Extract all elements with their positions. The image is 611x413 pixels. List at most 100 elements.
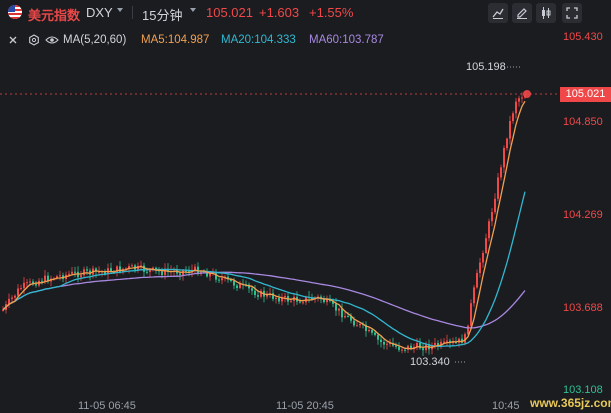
candle-style-button[interactable] [536,3,556,23]
candle-body [422,348,424,351]
candle-body [161,271,163,276]
high-annotation: 105.198 [466,61,506,73]
candle-body [290,300,292,302]
candle-body [404,349,406,351]
candle-body [377,334,379,340]
candle-body [35,284,37,286]
ma60-value: MA60:103.787 [309,34,384,46]
candle-body [146,271,148,273]
candle-body [323,299,325,303]
candle-body [23,282,25,289]
candle-body [356,325,358,327]
candle-body [260,290,262,297]
header-bar: 美元指数 DXY 15分钟 105.021 +1.603 +1.55% [0,0,611,26]
y-tick-label: 104.269 [563,209,603,221]
ma20-value: MA20:104.333 [221,34,296,46]
candle-body [380,339,382,342]
candle-body [479,262,481,273]
candle-body [515,101,517,114]
low-annotation: 103.340 [410,356,450,368]
candle-body [491,212,493,222]
visibility-icon[interactable] [45,34,59,46]
candle-body [26,282,28,284]
candle-body [467,325,469,335]
candle-body [332,301,334,304]
candle-body [311,297,313,300]
candle-body [353,320,355,326]
x-tick-label: 11-05 06:45 [78,400,136,412]
symbol-dropdown-icon[interactable] [117,8,123,12]
candle-body [56,276,58,279]
candle-body [125,268,127,270]
candle-body [95,268,97,272]
candle-body [236,285,238,289]
indicator-name[interactable]: MA(5,20,60) [63,34,127,46]
candle-body [119,266,121,272]
candle-body [32,281,34,285]
candle-body [341,308,343,318]
candle-body [209,273,211,277]
candle-body [485,238,487,253]
candle-body [374,332,376,335]
candle-body [8,298,10,305]
candle-body [344,316,346,318]
candle-body [497,177,499,199]
candle-body [440,341,442,347]
edit-button[interactable] [512,3,532,23]
candle-body [506,138,508,148]
candle-body [326,298,328,303]
candle-body [416,343,418,348]
candle-body [248,284,250,289]
candle-body [185,270,187,272]
symbol-name[interactable]: 美元指数 [28,8,81,23]
candle-body [230,279,232,282]
candle-body [167,268,169,272]
candle-body [83,269,85,276]
fullscreen-button[interactable] [562,3,582,23]
candle-body [482,252,484,263]
candle-body [80,275,82,278]
candle-body [470,303,472,326]
candle-body [206,271,208,277]
price-change-percent: +1.55% [309,5,354,20]
candle-body [386,343,388,345]
candle-body [233,281,235,286]
last-price-dot [523,90,531,98]
candle-body [137,265,139,270]
candle-body [434,342,436,346]
candle-body [473,287,475,304]
candle-body [299,301,301,303]
candle-body [281,297,283,302]
candle-style-icon [542,7,551,19]
candle-body [11,297,13,299]
interval-selector[interactable]: 15分钟 [142,8,183,23]
candle-body [143,265,145,272]
settings-icon[interactable] [28,34,40,46]
candle-body [410,345,412,350]
candle-body [338,308,340,311]
candle-body [365,324,367,332]
candle-body [89,270,91,275]
draw-line-button[interactable] [488,3,508,23]
candle-series [2,91,526,356]
candle-body [302,302,304,304]
collapse-icon[interactable] [8,35,18,45]
candle-body [110,268,112,272]
x-tick-label: 11-05 20:45 [276,400,334,412]
candle-body [389,343,391,345]
candle-body [68,273,70,275]
y-tick-label: 105.430 [563,31,603,43]
candle-body [71,271,73,274]
candle-body [368,329,370,332]
interval-dropdown-icon[interactable] [190,8,196,12]
candle-body [278,297,280,302]
candle-body [503,147,505,168]
candle-body [500,167,502,178]
candle-body [149,269,151,273]
candle-body [443,341,445,343]
candle-body [17,288,19,296]
x-tick-label: 10:45 [492,400,520,412]
symbol-code[interactable]: DXY [86,5,113,20]
candle-body [47,275,49,282]
